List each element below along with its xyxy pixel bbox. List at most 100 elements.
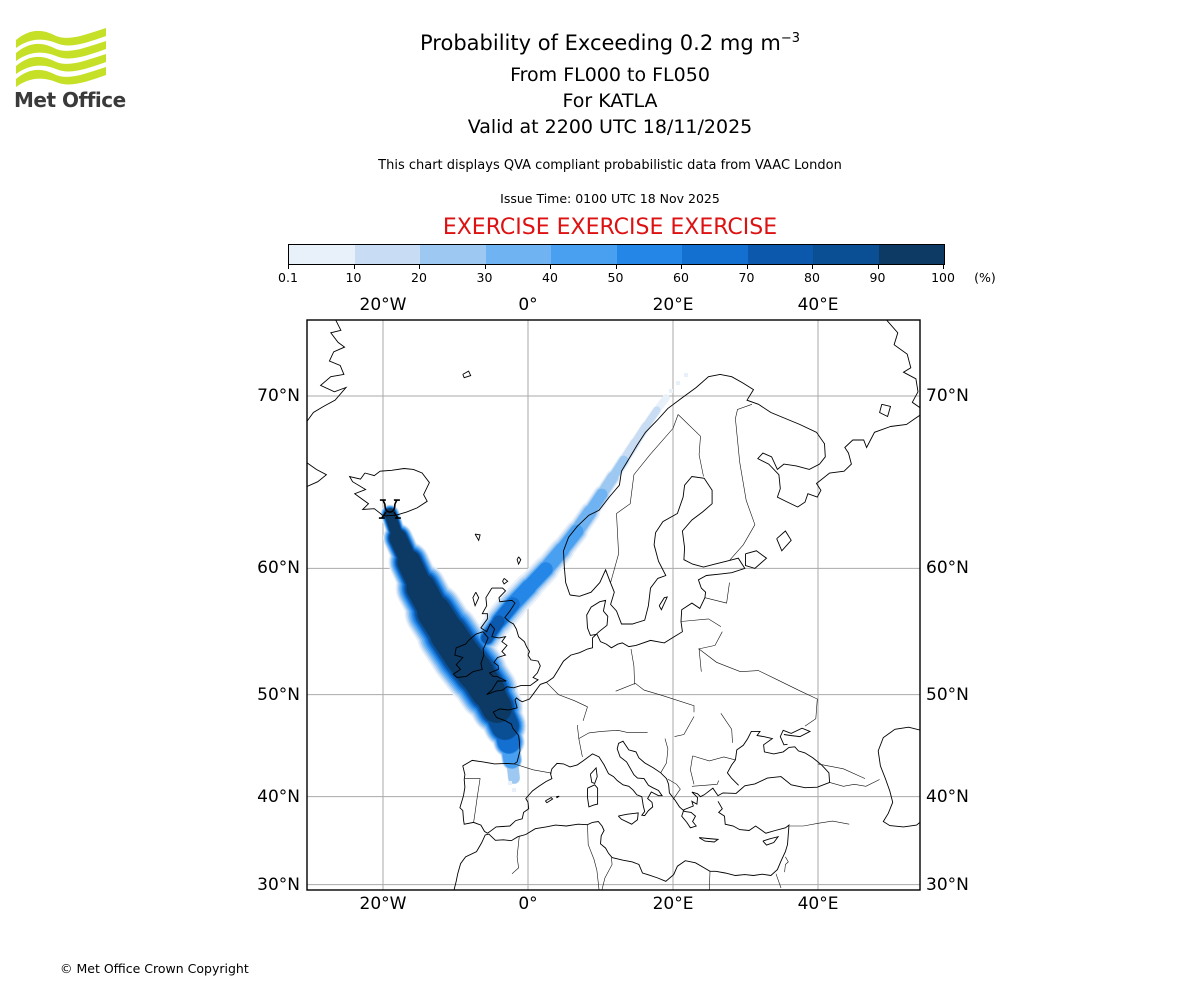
colorbar-label-30: 30 — [476, 270, 493, 285]
lat-label-right: 50°N — [926, 684, 969, 705]
coastline-path — [472, 591, 480, 608]
colorbar-tick — [353, 265, 355, 269]
border-path — [789, 820, 850, 827]
northeast-plume-branch-level-2 — [642, 406, 661, 430]
page-title: Probability of Exceeding 0.2 mg m−3 — [10, 31, 1200, 55]
border-path — [709, 871, 711, 890]
colorbar-tick — [419, 265, 420, 269]
lat-label-left: 70°N — [257, 385, 300, 406]
border-path — [601, 857, 613, 890]
coastline-path — [462, 370, 472, 379]
graticule — [307, 320, 920, 890]
colorbar-cell-60-70 — [682, 245, 748, 264]
northeast-plume-branch-level-4 — [584, 488, 608, 518]
logo-wave-0 — [16, 28, 106, 48]
met-office-logo: Met Office — [14, 28, 126, 112]
exercise-banner: EXERCISE EXERCISE EXERCISE — [442, 215, 778, 240]
qva-note: This chart displays QVA compliant probab… — [378, 158, 842, 173]
northeast-plume-branch-level-3 — [608, 455, 629, 482]
coastline-path — [877, 726, 920, 828]
colorbar-cell-30-40 — [485, 245, 551, 264]
coastline-path — [555, 795, 560, 799]
met-office-logo-text: Met Office — [14, 88, 126, 112]
lon-label-top: 20°E — [652, 295, 694, 315]
border-path — [704, 582, 730, 604]
page-title-exponent: −3 — [780, 31, 800, 46]
border-path — [545, 681, 588, 708]
border-path — [660, 738, 669, 773]
lon-label-top: 20°W — [359, 295, 407, 315]
colorbar-tick — [943, 265, 944, 269]
coastline-path — [474, 533, 481, 542]
coastline-path — [516, 556, 522, 566]
coastline-path — [307, 462, 328, 487]
colorbar-label-50: 50 — [607, 270, 624, 285]
colorbar-tick — [288, 265, 289, 269]
logo-wave-3 — [16, 67, 106, 87]
colorbar-tick — [877, 265, 879, 269]
coastline-path — [348, 468, 430, 517]
lat-label-left: 30°N — [257, 874, 300, 895]
border-path — [680, 618, 722, 627]
colorbar-unit: (%) — [974, 270, 996, 285]
border-path — [690, 755, 695, 785]
lat-label-right: 30°N — [926, 874, 969, 895]
border-path — [698, 648, 759, 673]
lat-label-left: 50°N — [257, 684, 300, 705]
map-background — [307, 320, 920, 890]
met-office-logo-waves-icon — [16, 28, 106, 87]
border-path — [667, 778, 681, 800]
border-path — [677, 414, 704, 477]
coastline-path — [617, 812, 639, 825]
colorbar-cell-40-50 — [551, 245, 617, 264]
colorbar-label-80: 80 — [804, 270, 820, 285]
coastline-path — [480, 587, 541, 696]
border-path — [720, 713, 733, 743]
border-path — [729, 404, 756, 561]
lon-label-top: 40°E — [797, 295, 839, 315]
colorbar-tick — [812, 265, 813, 269]
colorbar-tick — [746, 265, 748, 269]
border-path — [674, 716, 695, 737]
colorbar-cell-80-90 — [813, 245, 879, 264]
colorbar-tick — [681, 265, 682, 269]
plume-speck — [512, 788, 516, 792]
lat-label-left: 60°N — [257, 558, 300, 579]
border-path — [698, 631, 723, 650]
plume-speck — [508, 781, 512, 785]
border-path — [817, 763, 866, 779]
border-path — [691, 780, 719, 787]
border-path — [692, 755, 736, 762]
lat-label-right: 60°N — [926, 558, 969, 579]
coastline-path — [779, 727, 812, 746]
lon-label-bottom: 20°W — [359, 894, 407, 914]
colorbar-label-0.1: 0.1 — [278, 270, 298, 285]
coastline-path — [745, 550, 768, 569]
plume-speck — [676, 381, 680, 385]
subtitle-flight-levels: From FL000 to FL050 — [510, 64, 710, 86]
colorbar-cell-20-30 — [420, 245, 486, 264]
border-path — [758, 670, 818, 727]
northeast-plume-branch-level-8 — [481, 615, 505, 644]
map-inner — [307, 320, 920, 890]
coastline-path — [886, 320, 920, 409]
lon-label-bottom: 40°E — [797, 894, 839, 914]
logo-wave-2 — [16, 54, 106, 74]
border-path — [464, 778, 481, 823]
colorbar-label-100: 100 — [931, 270, 955, 285]
border-path — [630, 648, 635, 685]
colorbar-label-70: 70 — [738, 270, 755, 285]
colorbar-cell-0.1-10 — [289, 245, 355, 264]
colorbar-label-40: 40 — [542, 270, 558, 285]
map-frame — [306, 319, 921, 891]
coastlines — [307, 320, 920, 890]
border-path — [514, 763, 552, 774]
border-path — [578, 729, 648, 739]
border-path — [511, 835, 520, 875]
coastline-path — [545, 797, 554, 804]
coastline-path — [762, 835, 780, 846]
lat-label-left: 40°N — [257, 786, 300, 807]
page-title-text: Probability of Exceeding 0.2 mg m — [420, 31, 781, 55]
colorbar-cell-90-100 — [878, 245, 944, 264]
